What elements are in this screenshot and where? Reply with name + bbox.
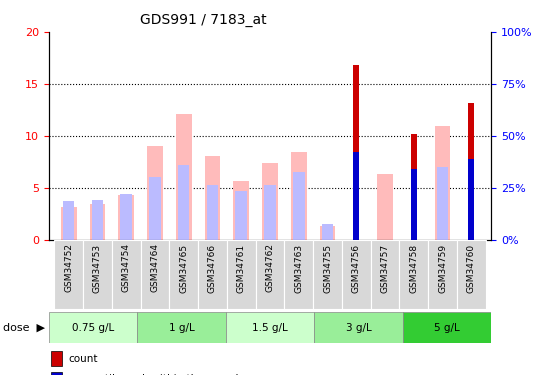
Bar [313,240,342,309]
Text: GDS991 / 7183_at: GDS991 / 7183_at [140,13,267,27]
Text: GSM34758: GSM34758 [409,243,418,292]
Bar [205,156,220,240]
Bar [63,201,75,240]
Text: 1 g/L: 1 g/L [168,323,194,333]
Bar [149,177,161,240]
Text: GSM34766: GSM34766 [208,243,217,292]
Bar [61,207,77,240]
Text: GSM34756: GSM34756 [352,243,361,292]
Bar [118,195,134,240]
Text: GSM34763: GSM34763 [294,243,303,292]
Text: GSM34753: GSM34753 [93,243,102,292]
Text: 0.75 g/L: 0.75 g/L [72,323,114,333]
Bar [207,185,218,240]
Bar [55,240,83,309]
Text: GSM34760: GSM34760 [467,243,476,292]
Bar [314,312,403,343]
Bar [92,201,103,240]
Bar [147,146,163,240]
Bar [227,240,255,309]
Bar [140,240,170,309]
Text: count: count [69,354,98,364]
Text: percentile rank within the sample: percentile rank within the sample [69,374,245,375]
Bar [264,185,276,240]
Text: GSM34761: GSM34761 [237,243,246,292]
Bar [51,372,62,375]
Bar [120,194,132,240]
Text: GSM34764: GSM34764 [151,243,159,292]
Text: GSM34762: GSM34762 [266,243,274,292]
Bar [403,312,491,343]
Bar [342,240,370,309]
Bar [291,152,307,240]
Bar [353,152,360,240]
Bar [353,65,360,240]
Bar [112,240,140,309]
Bar [457,240,485,309]
Text: GSM34757: GSM34757 [381,243,389,292]
Bar [90,204,105,240]
Text: GSM34765: GSM34765 [179,243,188,292]
Bar [437,167,448,240]
Bar [255,240,285,309]
Text: GSM34759: GSM34759 [438,243,447,292]
Bar [320,226,335,240]
Bar [410,134,417,240]
Bar [435,126,450,240]
Bar [226,312,314,343]
Text: 1.5 g/L: 1.5 g/L [252,323,288,333]
Bar [468,159,475,240]
Text: dose  ▶: dose ▶ [3,323,45,333]
Bar [178,165,190,240]
Bar [428,240,457,309]
Text: GSM34755: GSM34755 [323,243,332,292]
Bar [49,312,137,343]
Bar [370,240,400,309]
Bar [170,240,198,309]
Bar [83,240,112,309]
Bar [176,114,192,240]
Bar [410,169,417,240]
Bar [137,312,226,343]
Text: GSM34754: GSM34754 [122,243,131,292]
Text: 3 g/L: 3 g/L [346,323,372,333]
Bar [377,174,393,240]
Bar [400,240,428,309]
Bar [322,224,333,240]
Bar [293,172,305,240]
Text: 5 g/L: 5 g/L [434,323,460,333]
Bar [285,240,313,309]
Bar [233,181,249,240]
Bar [262,163,278,240]
Bar [235,191,247,240]
Bar [198,240,227,309]
Bar [51,351,62,366]
Text: GSM34752: GSM34752 [64,243,73,292]
Bar [468,103,475,240]
